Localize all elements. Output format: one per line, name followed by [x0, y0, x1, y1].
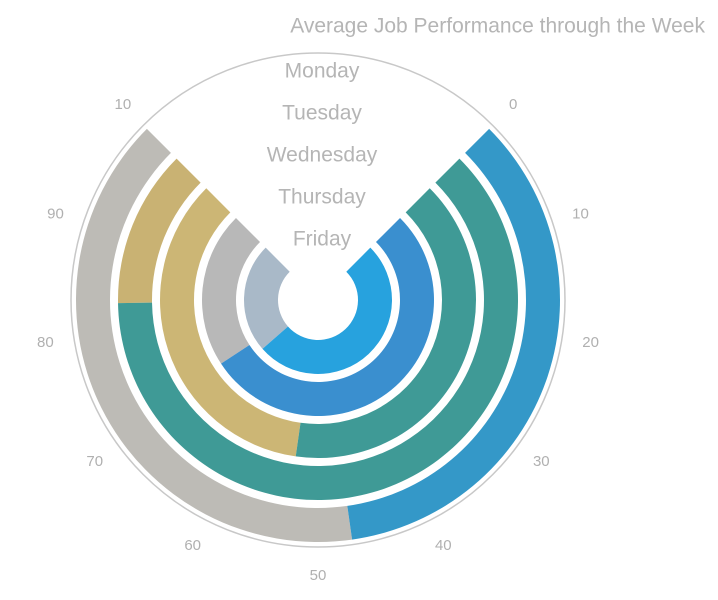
tick-label: 80	[37, 334, 54, 351]
category-label: Monday	[285, 60, 360, 83]
tick-label: 10	[114, 96, 131, 113]
tick-label: 30	[533, 453, 550, 470]
tick-label: 0	[509, 96, 517, 113]
chart-title: Average Job Performance through the Week	[290, 15, 705, 38]
bar	[262, 247, 393, 375]
category-label: Friday	[293, 228, 352, 251]
track	[244, 247, 290, 349]
category-label: Wednesday	[267, 144, 378, 167]
track	[118, 158, 201, 304]
tick-label: 20	[582, 334, 599, 351]
tick-label: 60	[184, 537, 201, 554]
tick-label: 50	[310, 567, 327, 584]
outer-ring	[70, 52, 566, 548]
category-label: Tuesday	[282, 102, 362, 125]
bar	[221, 217, 435, 417]
tick-label: 70	[86, 453, 103, 470]
tick-label: 10	[572, 206, 589, 223]
track	[75, 128, 353, 542]
bar	[295, 188, 477, 458]
track	[159, 188, 301, 457]
bar	[118, 158, 519, 500]
tick-label: 90	[47, 206, 64, 223]
category-label: Thursday	[278, 186, 366, 209]
bar	[347, 128, 561, 540]
track	[201, 217, 261, 364]
tick-label: 40	[435, 537, 452, 554]
